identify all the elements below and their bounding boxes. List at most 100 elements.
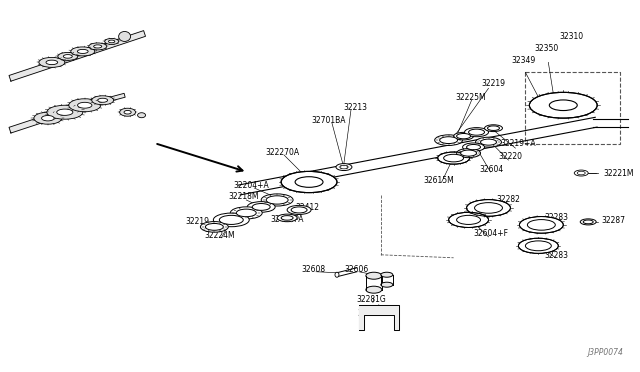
Text: 32604: 32604 — [479, 164, 504, 174]
Ellipse shape — [287, 205, 311, 215]
Ellipse shape — [381, 272, 393, 277]
Text: 32283: 32283 — [544, 214, 568, 222]
Text: 32701BA: 32701BA — [312, 116, 346, 125]
Ellipse shape — [138, 113, 145, 118]
Ellipse shape — [205, 224, 223, 230]
Ellipse shape — [529, 92, 597, 118]
Ellipse shape — [109, 40, 115, 43]
Ellipse shape — [281, 216, 293, 220]
Text: 322270A: 322270A — [265, 148, 300, 157]
Ellipse shape — [266, 196, 288, 204]
Text: 32412: 32412 — [295, 203, 319, 212]
Ellipse shape — [454, 132, 474, 140]
Ellipse shape — [220, 215, 243, 224]
Ellipse shape — [527, 219, 556, 230]
Ellipse shape — [39, 57, 65, 67]
Ellipse shape — [124, 110, 131, 114]
Ellipse shape — [518, 238, 558, 253]
Ellipse shape — [295, 177, 323, 187]
Ellipse shape — [461, 150, 477, 156]
Ellipse shape — [58, 52, 78, 60]
Ellipse shape — [77, 49, 88, 54]
Text: 32219: 32219 — [186, 217, 209, 227]
Ellipse shape — [456, 148, 481, 158]
Ellipse shape — [463, 143, 484, 151]
Ellipse shape — [89, 43, 107, 50]
Text: 32349: 32349 — [511, 56, 536, 65]
Ellipse shape — [484, 125, 502, 132]
Ellipse shape — [120, 108, 136, 116]
Ellipse shape — [281, 171, 337, 193]
Ellipse shape — [435, 135, 463, 145]
Polygon shape — [9, 31, 145, 81]
Text: 32282: 32282 — [497, 195, 520, 205]
Text: 32283: 32283 — [544, 251, 568, 260]
Text: 32615M: 32615M — [423, 176, 454, 185]
Ellipse shape — [366, 286, 382, 293]
Text: 32287: 32287 — [601, 217, 625, 225]
Text: 32310: 32310 — [559, 32, 583, 41]
Ellipse shape — [230, 207, 262, 219]
Ellipse shape — [465, 128, 488, 137]
Ellipse shape — [252, 203, 270, 210]
Text: 32606: 32606 — [345, 265, 369, 274]
Text: J3PP0074: J3PP0074 — [588, 349, 623, 357]
Text: 32224M: 32224M — [204, 231, 235, 240]
Text: 32219+A: 32219+A — [500, 139, 536, 148]
Ellipse shape — [467, 200, 511, 216]
Text: 32220: 32220 — [499, 152, 522, 161]
Ellipse shape — [525, 241, 551, 251]
Text: 32608: 32608 — [301, 265, 325, 274]
Text: 32350: 32350 — [534, 44, 559, 53]
Ellipse shape — [42, 116, 54, 121]
Ellipse shape — [336, 164, 352, 170]
Ellipse shape — [574, 170, 588, 176]
Text: 32281G: 32281G — [356, 295, 386, 304]
Ellipse shape — [481, 139, 497, 145]
Ellipse shape — [366, 272, 382, 279]
Polygon shape — [9, 105, 81, 133]
Ellipse shape — [291, 207, 307, 213]
Text: 32225M: 32225M — [455, 93, 486, 102]
Ellipse shape — [335, 272, 339, 277]
Ellipse shape — [444, 154, 463, 162]
Ellipse shape — [440, 137, 458, 144]
Ellipse shape — [261, 194, 293, 206]
Polygon shape — [79, 93, 125, 109]
Ellipse shape — [71, 47, 95, 56]
Text: 32219: 32219 — [481, 79, 506, 88]
Text: 32281: 32281 — [357, 309, 381, 318]
Ellipse shape — [46, 60, 58, 65]
Ellipse shape — [438, 152, 470, 164]
Ellipse shape — [213, 213, 249, 227]
Text: 32204+A: 32204+A — [234, 180, 269, 189]
Ellipse shape — [580, 219, 596, 225]
Ellipse shape — [277, 214, 297, 222]
Ellipse shape — [583, 220, 593, 224]
Ellipse shape — [47, 105, 83, 119]
Ellipse shape — [63, 55, 72, 58]
Ellipse shape — [488, 126, 499, 131]
Ellipse shape — [118, 32, 131, 41]
Ellipse shape — [236, 209, 256, 217]
Ellipse shape — [105, 38, 118, 44]
Polygon shape — [359, 305, 399, 330]
Ellipse shape — [340, 165, 348, 169]
Ellipse shape — [68, 99, 100, 112]
Ellipse shape — [57, 109, 73, 115]
Ellipse shape — [520, 217, 563, 233]
Ellipse shape — [449, 212, 488, 227]
Ellipse shape — [456, 134, 470, 139]
Ellipse shape — [381, 282, 393, 287]
Text: 32604+F: 32604+F — [473, 230, 508, 238]
Ellipse shape — [93, 45, 102, 48]
Ellipse shape — [98, 98, 108, 102]
Text: 32213: 32213 — [343, 103, 367, 112]
Ellipse shape — [577, 171, 585, 175]
Ellipse shape — [476, 137, 502, 147]
Ellipse shape — [200, 222, 228, 232]
Ellipse shape — [474, 203, 502, 213]
Text: 32218M: 32218M — [228, 192, 259, 202]
Ellipse shape — [456, 215, 481, 224]
Ellipse shape — [468, 129, 484, 135]
